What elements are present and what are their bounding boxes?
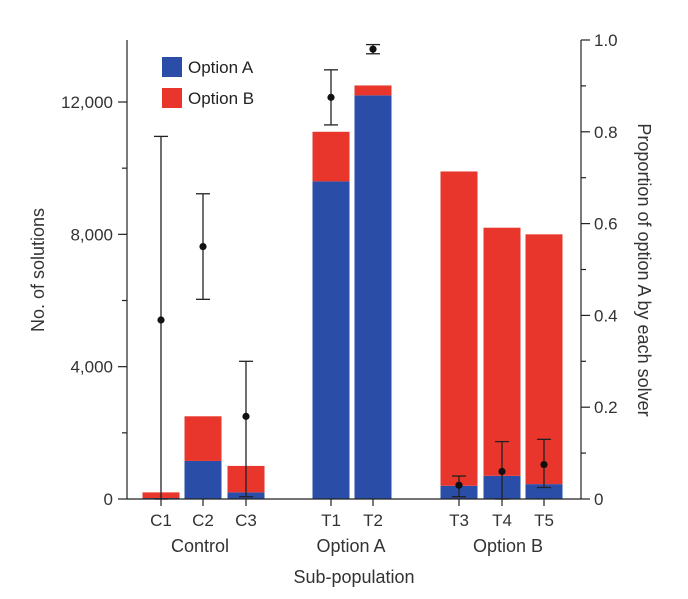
x-tick-label: T3	[449, 511, 469, 530]
x-axis-title: Sub-population	[293, 567, 414, 587]
mean-point-t4	[498, 467, 506, 476]
legend: Option A Option B	[162, 57, 254, 108]
bar-c2-option-b	[184, 416, 222, 461]
x-tick-label: C3	[235, 511, 257, 530]
bar-t2-option-a	[354, 95, 392, 499]
x-tick-label: T5	[534, 511, 554, 530]
errorbar-t5	[537, 438, 551, 489]
bars-layer	[142, 85, 563, 499]
bar-t1-option-b	[312, 131, 350, 182]
mean-point-c1	[157, 316, 165, 324]
y2-tick-label: 0.2	[594, 398, 618, 417]
bar-t3-option-b	[440, 171, 478, 486]
errorbar-t2	[366, 43, 380, 55]
group-label-option-b: Option B	[473, 536, 543, 556]
y2-axis-title: Proportion of option A by each solver	[634, 123, 654, 416]
x-tick-label: T4	[492, 511, 512, 530]
errorbar-c2	[196, 193, 210, 300]
bar-c2-option-a	[184, 460, 222, 499]
y-tick-label: 8,000	[70, 225, 113, 244]
x-tick-label: C2	[192, 511, 214, 530]
bar-t5-option-a	[525, 484, 563, 499]
y-tick-label: 0	[104, 490, 113, 509]
mean-point-t2	[369, 45, 377, 53]
y2-tick-label: 0	[594, 490, 603, 509]
y2-tick-label: 0.8	[594, 123, 618, 142]
legend-swatch-option-b	[162, 88, 182, 108]
y2-tick-label: 0.6	[594, 215, 618, 234]
bar-t2-option-b	[354, 85, 392, 96]
legend-swatch-option-a	[162, 57, 182, 77]
errorbar-t3	[452, 475, 466, 498]
mean-point-t3	[455, 481, 463, 489]
x-tick-label: C1	[150, 511, 172, 530]
y2-tick-label: 0.4	[594, 306, 618, 325]
bar-t1-option-a	[312, 181, 350, 499]
errorbar-c3	[239, 360, 253, 498]
mean-point-c3	[242, 412, 250, 420]
x-tick-label: T2	[363, 511, 383, 530]
mean-point-t5	[540, 460, 548, 469]
mean-point-c2	[199, 242, 207, 251]
y-axis-title: No. of solutions	[28, 208, 48, 332]
y-tick-label: 4,000	[70, 358, 113, 377]
bar-t4-option-b	[483, 227, 521, 476]
group-label-control: Control	[171, 536, 229, 556]
y2-tick-label: 1.0	[594, 31, 618, 50]
mean-point-t1	[327, 93, 335, 101]
group-label-option-a: Option A	[316, 536, 385, 556]
x-tick-label: T1	[321, 511, 341, 530]
errorbar-c1	[154, 135, 168, 500]
proportion-errorbars-layer	[154, 43, 551, 500]
y-tick-label: 12,000	[61, 93, 113, 112]
legend-label-option-b: Option B	[188, 89, 254, 108]
errorbar-t1	[324, 69, 338, 126]
legend-label-option-a: Option A	[188, 58, 254, 77]
